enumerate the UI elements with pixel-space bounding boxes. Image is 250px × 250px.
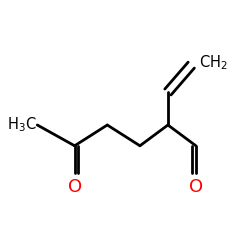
Text: H$_3$C: H$_3$C xyxy=(6,116,36,134)
Text: O: O xyxy=(189,178,203,196)
Text: O: O xyxy=(68,178,82,196)
Text: CH$_2$: CH$_2$ xyxy=(200,53,228,72)
